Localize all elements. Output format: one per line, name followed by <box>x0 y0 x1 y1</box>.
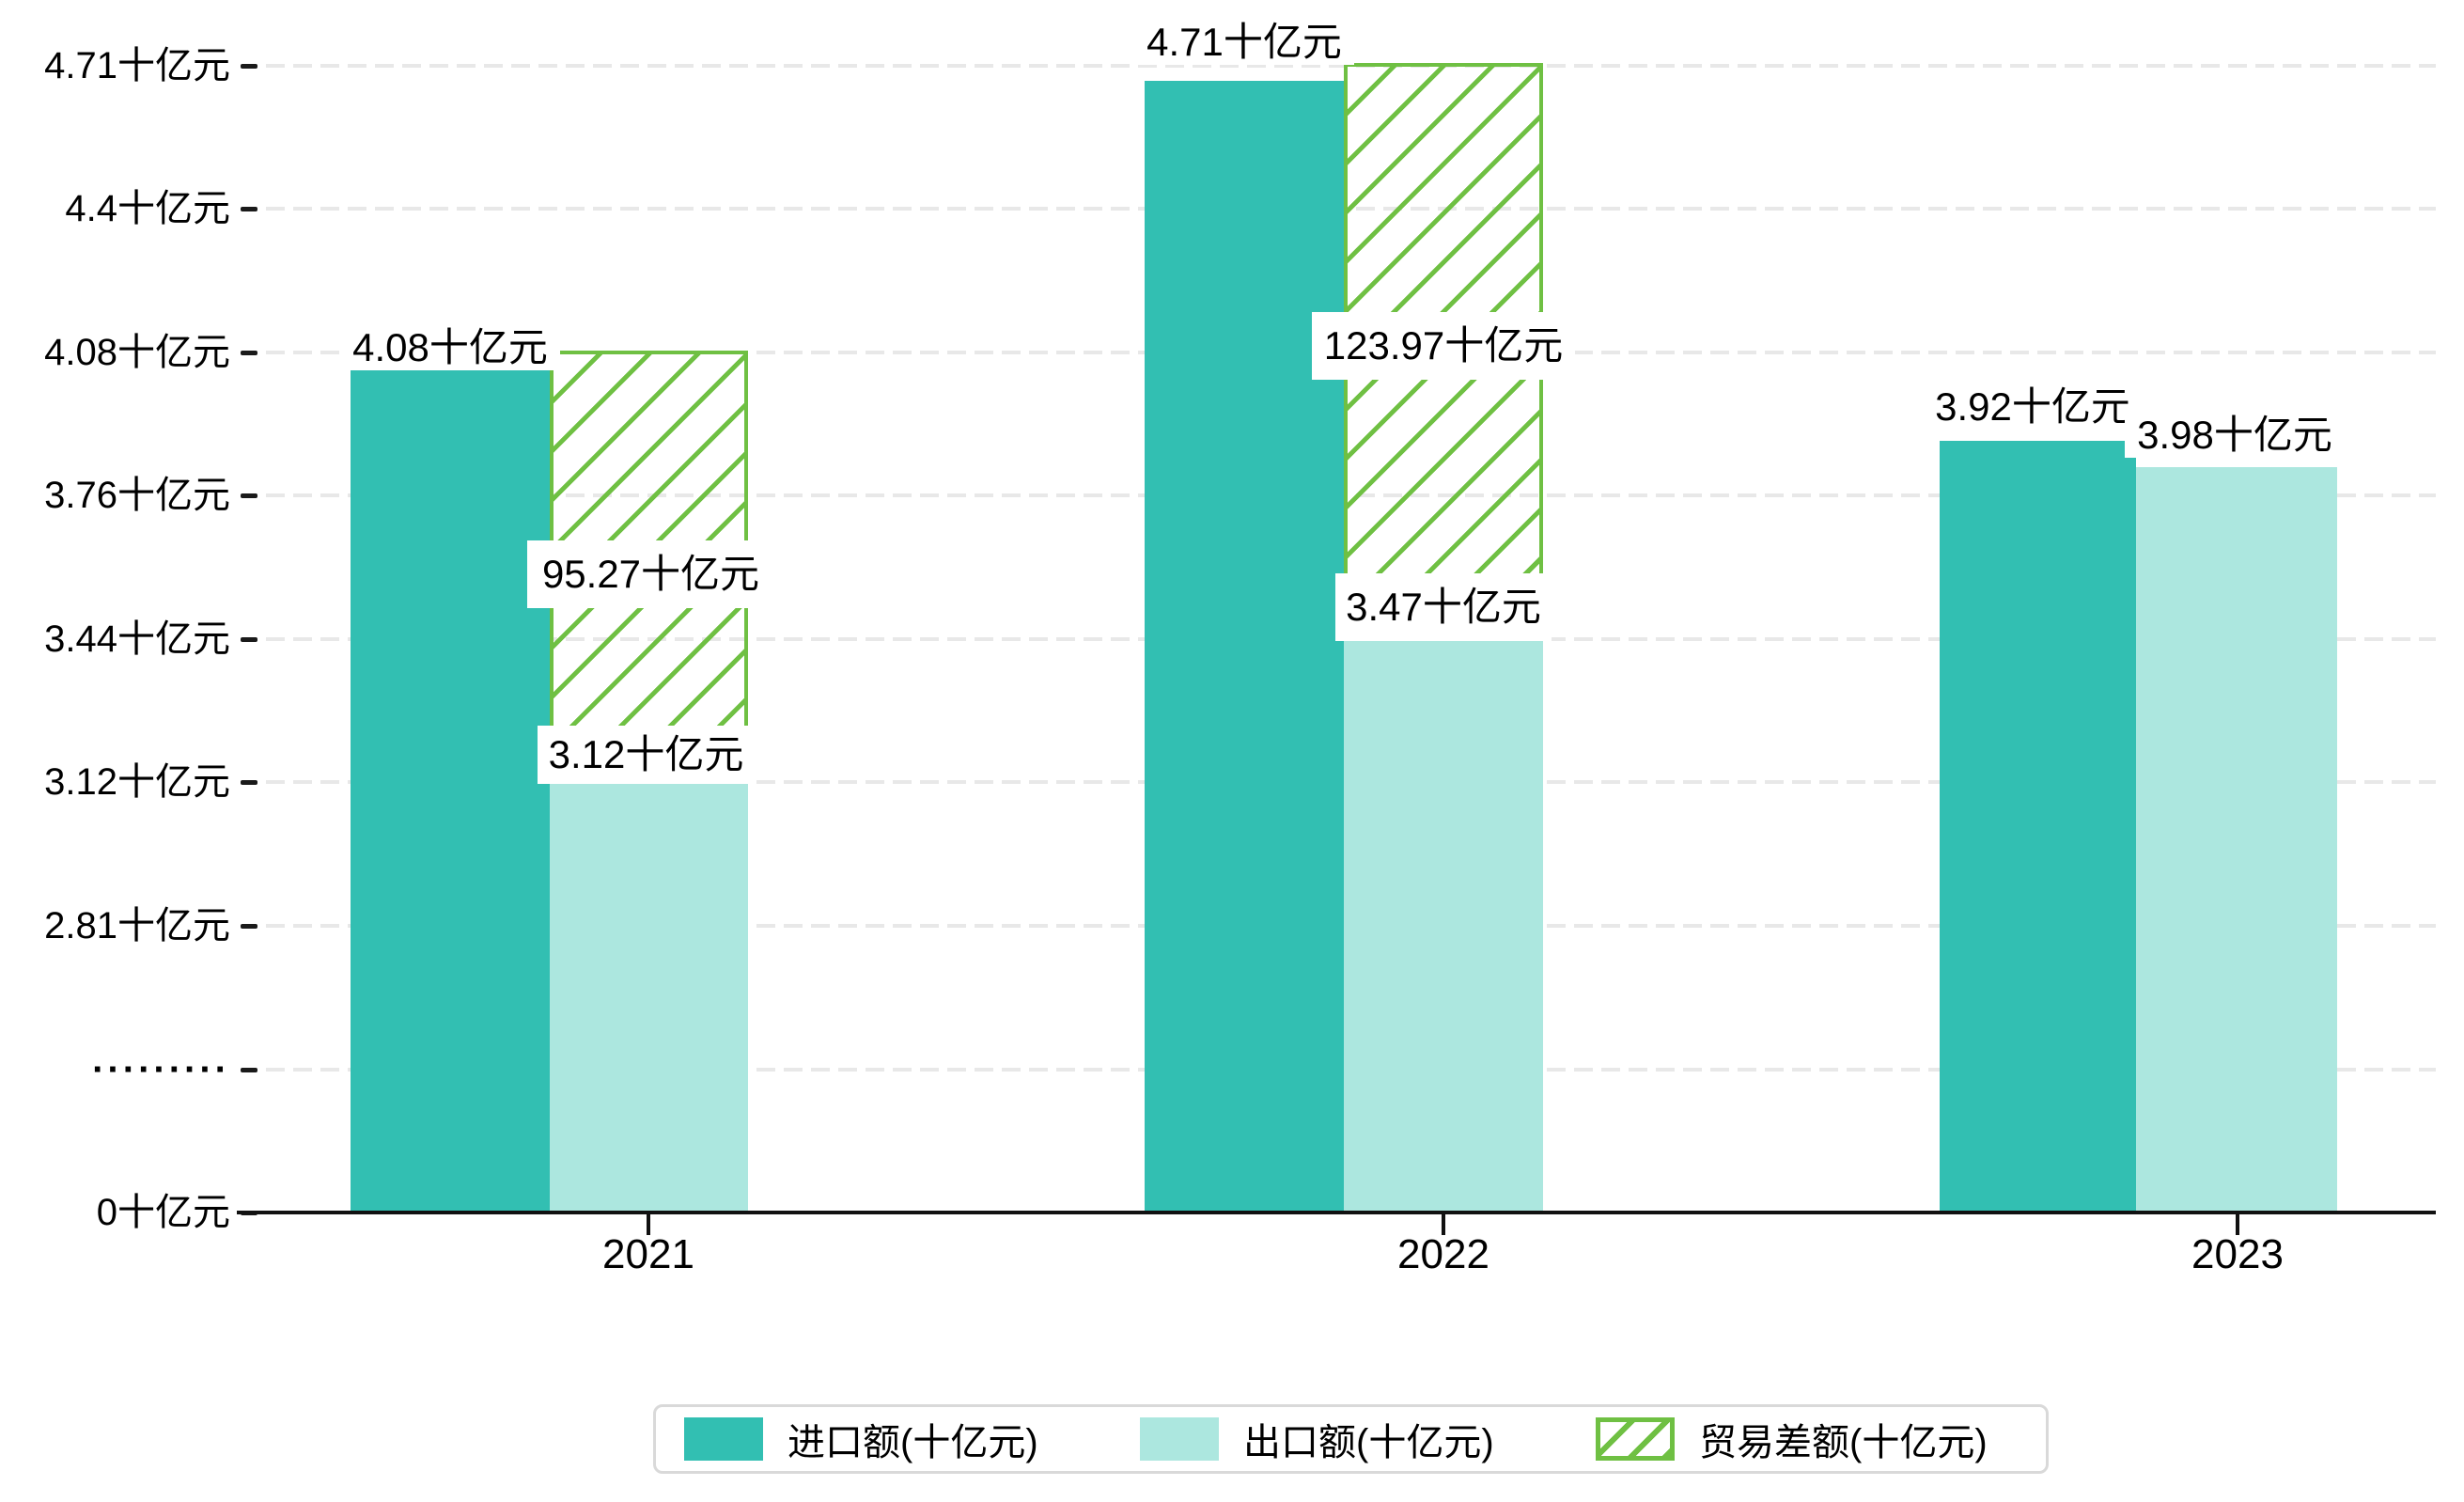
x-label-2021: 2021 <box>602 1231 694 1277</box>
bar-label-trade-balance-2021: 95.27十亿元 <box>527 540 774 608</box>
bar-import-2022[interactable] <box>1145 81 1344 1213</box>
legend-label-import: 进口额(十亿元) <box>788 1422 1038 1463</box>
legend-swatch-import <box>684 1417 763 1461</box>
y-tick-mark <box>241 351 257 355</box>
y-tick-label: 3.44十亿元 <box>44 618 230 660</box>
y-tick-mark <box>241 924 257 929</box>
bar-label-import-2023: 3.92十亿元 <box>1923 384 2143 430</box>
x-axis-line <box>237 1211 2436 1214</box>
legend: 进口额(十亿元) 出口额(十亿元) 贸易差额(十亿元) <box>653 1404 2049 1474</box>
bar-label-export-2022: 3.47十亿元 <box>1335 573 1552 641</box>
x-tick-2022 <box>1442 1214 1445 1235</box>
x-tick-2021 <box>647 1214 650 1235</box>
y-tick-mark <box>241 780 257 785</box>
legend-swatch-trade-balance-hatch <box>1596 1417 1675 1461</box>
legend-label-trade-balance: 贸易差额(十亿元) <box>1699 1422 1988 1463</box>
bar-import-2021[interactable] <box>351 368 550 1213</box>
legend-item-trade-balance[interactable]: 贸易差额(十亿元) <box>1596 1407 1988 1471</box>
x-tick-2023 <box>2236 1214 2239 1235</box>
bar-label-export-2023: 3.98十亿元 <box>2125 413 2345 458</box>
y-tick-mark <box>241 493 257 498</box>
y-tick-label: 3.12十亿元 <box>44 761 230 803</box>
bar-export-2021[interactable] <box>550 781 748 1213</box>
y-tick-label: 4.4十亿元 <box>65 188 230 229</box>
y-tick-label: 0十亿元 <box>96 1192 230 1233</box>
bar-label-import-2021: 4.08十亿元 <box>340 325 560 370</box>
bar-export-2023[interactable] <box>2136 467 2337 1213</box>
legend-swatch-export <box>1140 1417 1219 1461</box>
bar-export-2022[interactable] <box>1344 640 1543 1213</box>
bar-label-trade-balance-2022: 123.97十亿元 <box>1312 312 1575 380</box>
bar-import-2023[interactable] <box>1940 441 2136 1213</box>
y-tick-mark <box>241 64 257 69</box>
legend-label-export: 出口额(十亿元) <box>1243 1422 1494 1463</box>
y-tick-mark <box>241 637 257 642</box>
y-tick-label: 4.71十亿元 <box>44 45 230 86</box>
bar-label-import-2022: 4.71十亿元 <box>1134 20 1354 65</box>
legend-item-export[interactable]: 出口额(十亿元) <box>1140 1407 1494 1471</box>
y-tick-mark <box>241 1068 257 1072</box>
legend-item-import[interactable]: 进口额(十亿元) <box>684 1407 1038 1471</box>
x-label-2023: 2023 <box>2191 1231 2284 1277</box>
y-tick-mark <box>241 207 257 211</box>
y-tick-label: 4.08十亿元 <box>44 332 230 373</box>
bar-label-export-2021: 3.12十亿元 <box>538 726 755 784</box>
y-tick-label: 2.81十亿元 <box>44 905 230 947</box>
x-label-2022: 2022 <box>1397 1231 1489 1277</box>
y-axis-break-dots: ········· <box>92 1049 230 1090</box>
y-tick-label: 3.76十亿元 <box>44 475 230 516</box>
